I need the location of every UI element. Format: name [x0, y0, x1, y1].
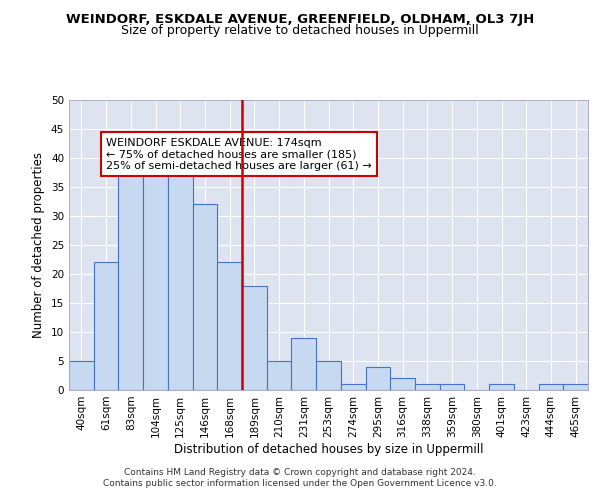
Bar	[365, 367, 390, 390]
Y-axis label: Number of detached properties: Number of detached properties	[32, 152, 46, 338]
Bar	[292, 338, 316, 390]
Bar	[316, 361, 341, 390]
Bar	[539, 384, 563, 390]
Bar	[390, 378, 415, 390]
Bar	[168, 158, 193, 390]
Bar	[242, 286, 267, 390]
X-axis label: Distribution of detached houses by size in Uppermill: Distribution of detached houses by size …	[174, 442, 483, 456]
Bar	[563, 384, 588, 390]
Bar	[193, 204, 217, 390]
Text: WEINDORF ESKDALE AVENUE: 174sqm
← 75% of detached houses are smaller (185)
25% o: WEINDORF ESKDALE AVENUE: 174sqm ← 75% of…	[106, 138, 372, 171]
Text: Size of property relative to detached houses in Uppermill: Size of property relative to detached ho…	[121, 24, 479, 37]
Bar	[440, 384, 464, 390]
Bar	[341, 384, 365, 390]
Bar	[118, 176, 143, 390]
Bar	[217, 262, 242, 390]
Bar	[143, 152, 168, 390]
Bar	[489, 384, 514, 390]
Bar	[69, 361, 94, 390]
Text: Contains HM Land Registry data © Crown copyright and database right 2024.
Contai: Contains HM Land Registry data © Crown c…	[103, 468, 497, 487]
Bar	[94, 262, 118, 390]
Bar	[415, 384, 440, 390]
Bar	[267, 361, 292, 390]
Text: WEINDORF, ESKDALE AVENUE, GREENFIELD, OLDHAM, OL3 7JH: WEINDORF, ESKDALE AVENUE, GREENFIELD, OL…	[66, 12, 534, 26]
